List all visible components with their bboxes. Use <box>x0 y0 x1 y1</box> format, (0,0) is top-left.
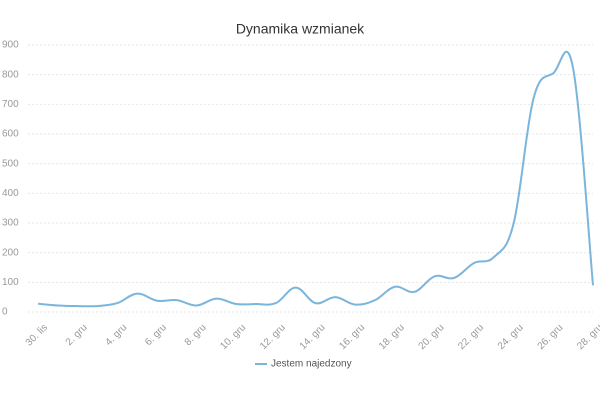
x-tick-label: 6. gru <box>143 322 169 348</box>
y-tick-label: 200 <box>2 247 19 258</box>
x-tick-label: 30. lis <box>24 322 50 348</box>
x-tick-label: 22. gru <box>456 322 486 352</box>
y-tick-label: 0 <box>2 307 8 318</box>
y-tick-label: 600 <box>2 129 19 140</box>
y-tick-label: 900 <box>2 40 19 51</box>
x-tick-label: 12. gru <box>258 322 288 352</box>
x-tick-label: 8. gru <box>183 322 209 348</box>
y-tick-label: 800 <box>2 69 19 80</box>
series-line <box>37 50 594 308</box>
x-tick-label: 4. gru <box>103 322 129 348</box>
y-tick-label: 100 <box>2 277 19 288</box>
y-tick-label: 300 <box>2 218 19 229</box>
x-tick-label: 10. gru <box>218 322 248 352</box>
x-tick-label: 14. gru <box>298 322 328 352</box>
x-tick-label: 28. gru <box>575 322 600 352</box>
x-tick-label: 16. gru <box>337 322 367 352</box>
x-tick-label: 24. gru <box>496 322 526 352</box>
y-tick-label: 500 <box>2 158 19 169</box>
legend-label: Jestem najedzony <box>271 359 352 370</box>
x-tick-label: 20. gru <box>417 322 447 352</box>
x-tick-label: 26. gru <box>536 322 566 352</box>
chart-title: Dynamika wzmianek <box>236 21 365 37</box>
y-tick-label: 700 <box>2 99 19 110</box>
x-tick-label: 2. gru <box>64 322 90 348</box>
y-tick-label: 400 <box>2 188 19 199</box>
x-tick-label: 18. gru <box>377 322 407 352</box>
